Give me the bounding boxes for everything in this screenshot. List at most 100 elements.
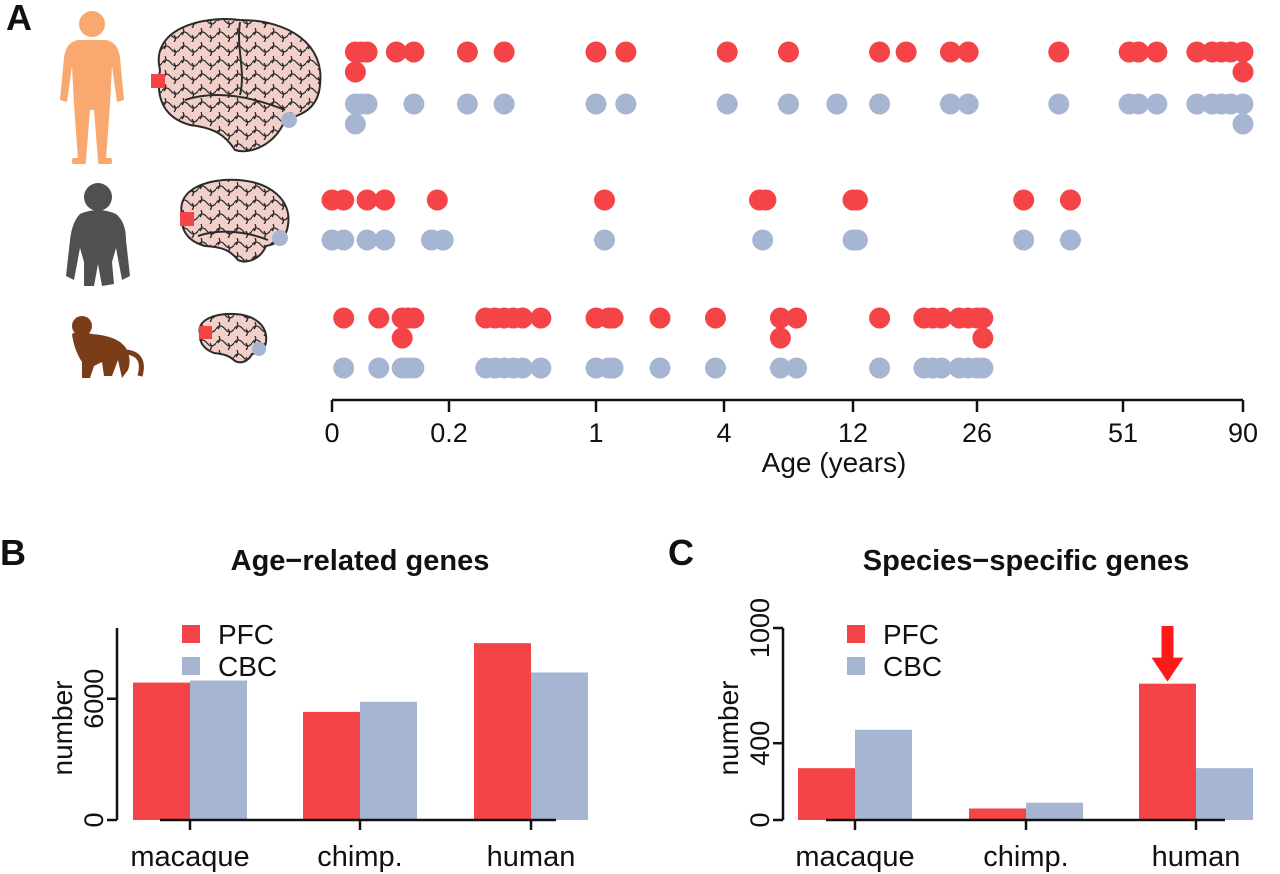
panel-a-human-pfc-point	[1232, 41, 1254, 63]
panel-a-chimp-cbc-point	[356, 229, 378, 251]
brain-icon-human	[151, 18, 322, 153]
c-category-label: human	[1152, 841, 1241, 873]
panel-a-macaque-pfc-point	[602, 307, 624, 329]
panel-a-macaque-cbc-point	[368, 357, 390, 379]
panel-a-human-cbc-point	[615, 93, 637, 115]
panel-a-macaque-pfc-point	[769, 327, 791, 349]
panel-a-macaque-cbc-point	[403, 357, 425, 379]
panel-a-human-pfc-point	[1048, 41, 1070, 63]
c-y-tick-label: 1000	[745, 598, 775, 658]
b-category-label: macaque	[130, 841, 249, 873]
panel-a-human-cbc-point	[826, 93, 848, 115]
panel-c-y-axis-title: number	[713, 681, 744, 776]
panel-a-human-pfc-point	[1127, 41, 1149, 63]
b-legend-label-pfc: PFC	[218, 619, 274, 650]
b-legend-label-cbc: CBC	[218, 651, 277, 682]
panel-a-x-tick-label: 51	[1108, 418, 1138, 448]
panel-a-human-pfc-point	[939, 41, 961, 63]
panel-a-macaque-pfc-point	[769, 307, 791, 329]
panel-a-macaque-pfc-point	[530, 307, 552, 329]
panel-a-human-pfc-point	[716, 41, 738, 63]
panel-a-human-cbc-point	[456, 93, 478, 115]
panel-a-chimp-cbc-point	[1013, 229, 1035, 251]
c-category-label: macaque	[795, 841, 914, 873]
panel-label-b: B	[0, 532, 26, 573]
panel-label-a: A	[6, 0, 32, 38]
panel-a-human-pfc-point	[403, 41, 425, 63]
panel-a-macaque-cbc-point	[786, 357, 808, 379]
c-y-tick-label: 0	[745, 812, 775, 827]
panel-a-chimp-pfc-point	[374, 189, 396, 211]
brain-icon-chimp	[180, 178, 290, 263]
chimpanzee-silhouette-icon	[66, 183, 130, 286]
b-bar-pfc-1	[303, 711, 360, 820]
panel-a-human-pfc-point	[895, 41, 917, 63]
panel-a-macaque-pfc-point	[512, 307, 533, 329]
c-y-tick-label: 400	[745, 721, 775, 766]
panel-c-bar-chart: Species−specific genes 0 400 1000 macaque c…	[713, 545, 1253, 873]
panel-a-chimp-pfc-point	[755, 189, 777, 211]
panel-a-macaque-pfc-point	[333, 307, 355, 329]
panel-a-macaque-pfc-point	[869, 307, 891, 329]
panel-a-macaque-pfc-point	[649, 307, 671, 329]
panel-a-human-cbc-point	[716, 93, 738, 115]
b-bar-cbc-1	[360, 701, 417, 820]
panel-a-chimp-cbc-point	[594, 229, 616, 251]
b-legend-swatch-cbc	[182, 657, 200, 675]
panel-a-chimp-cbc-point	[432, 229, 454, 251]
panel-a-chimp-cbc-point	[752, 229, 774, 251]
panel-a-chimp-pfc-point	[1013, 189, 1035, 211]
panel-a-x-tick-label: 0	[324, 418, 339, 448]
panel-a-macaque-pfc-point	[931, 307, 953, 329]
b-category-label: chimp.	[317, 841, 402, 873]
panel-a-macaque-cbc-point	[602, 357, 624, 379]
c-bar-cbc-0	[855, 729, 912, 820]
panel-a-macaque-pfc-point	[972, 327, 994, 349]
panel-a-macaque-cbc-point	[333, 357, 355, 379]
c-bar-cbc-1	[1026, 802, 1083, 820]
panel-a-human-cbc-point	[1146, 93, 1168, 115]
panel-b-bar-chart: Age−related genes 0 6000 macaque chimp. hum…	[47, 545, 588, 873]
panel-a-macaque-cbc-point	[512, 357, 533, 379]
b-bar-cbc-0	[190, 680, 247, 820]
panel-a-human-cbc-point	[493, 93, 515, 115]
c-legend-swatch-pfc	[847, 625, 865, 643]
panel-label-c: C	[668, 532, 694, 573]
panel-a-chimp-pfc-point	[1059, 189, 1081, 211]
panel-a-macaque-cbc-point	[704, 357, 726, 379]
panel-a-human-pfc-point	[778, 41, 799, 63]
panel-a-human-pfc-point	[957, 41, 979, 63]
panel-b-y-axis-title: number	[47, 681, 78, 776]
b-category-label: human	[487, 841, 576, 873]
down-arrow-icon	[1151, 626, 1184, 682]
panel-a-chimp-pfc-point	[333, 189, 355, 211]
panel-a-human-cbc-point	[1232, 113, 1254, 135]
panel-a-human-cbc-point	[1232, 93, 1254, 115]
panel-a-human-pfc-point	[1232, 61, 1254, 83]
panel-a-human-cbc-point	[344, 113, 366, 135]
panel-a-age-scatter: 0 0.2 1 4 12 26 51 90 Age (years)	[321, 41, 1258, 478]
panel-a-x-tick-label: 26	[962, 418, 992, 448]
panel-a-x-axis-title: Age (years)	[762, 447, 907, 478]
panel-a-human-pfc-point	[344, 61, 366, 83]
panel-a-chimp-cbc-point	[846, 229, 868, 251]
panel-a-macaque-cbc-point	[972, 357, 994, 379]
c-bar-pfc-2	[1139, 683, 1196, 820]
panel-a-human-cbc-point	[939, 93, 961, 115]
panel-a-human-pfc-point	[1146, 41, 1168, 63]
panel-a-human-pfc-point	[385, 41, 407, 63]
b-y-tick-label: 6000	[79, 669, 109, 729]
panel-c-title: Species−specific genes	[863, 545, 1189, 577]
c-bar-cbc-2	[1196, 768, 1253, 820]
panel-a-human-cbc-point	[1186, 93, 1208, 115]
panel-a-macaque-cbc-point	[769, 357, 791, 379]
panel-a-macaque-cbc-point	[530, 357, 552, 379]
panel-a-macaque-pfc-point	[972, 307, 994, 329]
panel-a-macaque-pfc-point	[786, 307, 808, 329]
c-bar-pfc-0	[798, 768, 855, 820]
panel-a-macaque-pfc-point	[368, 307, 390, 329]
panel-a-human-cbc-point	[356, 93, 378, 115]
panel-a-chimp-cbc-point	[374, 229, 396, 251]
panel-a-human-pfc-point	[493, 41, 515, 63]
panel-a-macaque-cbc-point	[869, 357, 891, 379]
